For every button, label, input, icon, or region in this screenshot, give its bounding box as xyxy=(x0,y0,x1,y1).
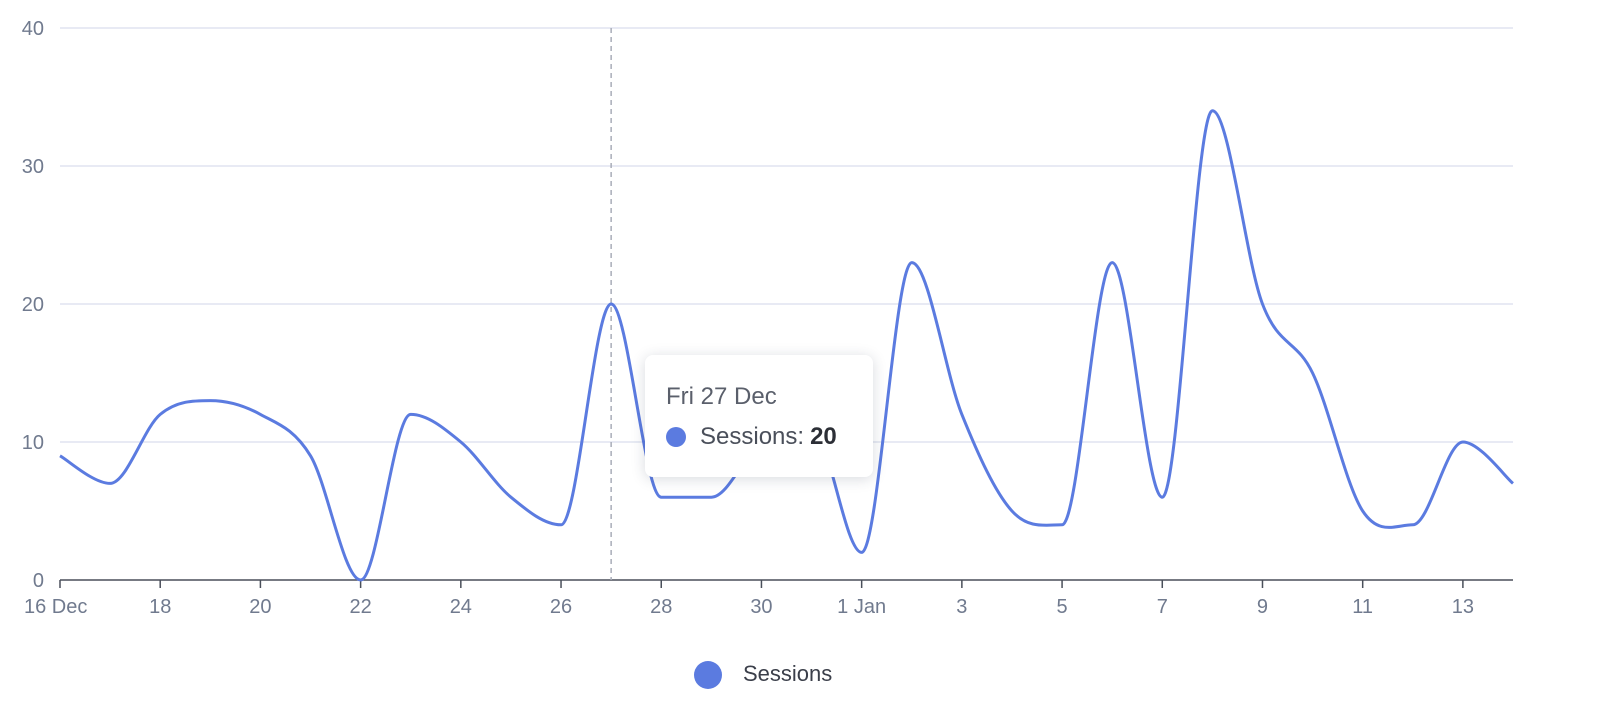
chart-tooltip: Fri 27 Dec Sessions: 20 xyxy=(645,355,873,477)
data-point-17[interactable] xyxy=(909,260,915,266)
data-point-2[interactable] xyxy=(157,411,163,417)
data-point-5[interactable] xyxy=(308,453,314,459)
x-tick-label-26: 11 xyxy=(1352,596,1373,618)
x-tick-label-6: 22 xyxy=(349,596,371,618)
data-point-8[interactable] xyxy=(458,439,464,445)
data-point-24[interactable] xyxy=(1259,301,1265,307)
data-point-11[interactable] xyxy=(608,301,614,307)
x-tick-label-4: 20 xyxy=(249,596,271,618)
tooltip-date: Fri 27 Dec xyxy=(666,383,777,410)
data-point-9[interactable] xyxy=(508,494,514,500)
x-tick-label-28: 13 xyxy=(1452,596,1474,618)
data-point-10[interactable] xyxy=(558,522,564,528)
y-tick-label-0: 0 xyxy=(33,570,44,592)
data-point-25[interactable] xyxy=(1310,370,1316,376)
y-tick-label-30: 30 xyxy=(22,156,44,178)
x-tick-label-10: 26 xyxy=(550,596,572,618)
data-point-12[interactable] xyxy=(658,494,664,500)
x-tick-label-12: 28 xyxy=(650,596,672,618)
x-tick-label-14: 30 xyxy=(750,596,772,618)
data-point-22[interactable] xyxy=(1159,494,1165,500)
y-tick-label-40: 40 xyxy=(22,18,44,40)
data-point-29[interactable] xyxy=(1510,480,1516,486)
x-tick-label-22: 7 xyxy=(1157,596,1168,618)
data-point-27[interactable] xyxy=(1410,522,1416,528)
y-tick-label-20: 20 xyxy=(22,294,44,316)
data-point-28[interactable] xyxy=(1460,439,1466,445)
legend[interactable]: Sessions xyxy=(694,661,832,689)
data-point-16[interactable] xyxy=(859,549,865,555)
x-tick-label-20: 5 xyxy=(1057,596,1068,618)
y-tick-label-10: 10 xyxy=(22,432,44,454)
data-point-6[interactable] xyxy=(358,577,364,583)
x-tick-label-18: 3 xyxy=(956,596,967,618)
tooltip-row: Sessions: 20 xyxy=(666,421,873,453)
data-point-4[interactable] xyxy=(257,411,263,417)
data-point-13[interactable] xyxy=(708,494,714,500)
x-axis: 16 Dec 18 20 22 24 26 28 30 1 Jan 3 5 7 9 11 13 xyxy=(24,579,1513,618)
x-tick-label-2: 18 xyxy=(149,596,171,618)
data-point-1[interactable] xyxy=(107,480,113,486)
data-points xyxy=(57,108,1516,583)
data-point-3[interactable] xyxy=(207,398,213,404)
tooltip-value: 20 xyxy=(810,423,837,450)
data-point-20[interactable] xyxy=(1059,522,1065,528)
legend-label-sessions[interactable]: Sessions xyxy=(743,661,832,686)
x-tick-label-0: 16 Dec xyxy=(24,596,87,618)
x-tick-label-8: 24 xyxy=(450,596,472,618)
data-point-7[interactable] xyxy=(408,411,414,417)
tooltip-series-marker xyxy=(666,427,686,447)
data-point-19[interactable] xyxy=(1009,508,1015,514)
legend-marker-sessions[interactable] xyxy=(694,661,722,689)
data-point-0[interactable] xyxy=(57,453,63,459)
data-point-18[interactable] xyxy=(959,411,965,417)
data-point-26[interactable] xyxy=(1360,508,1366,514)
data-point-23[interactable] xyxy=(1209,108,1215,114)
x-tick-label-24: 9 xyxy=(1257,596,1268,618)
tooltip-series-label: Sessions: xyxy=(700,423,805,450)
data-point-21[interactable] xyxy=(1109,260,1115,266)
x-tick-label-16: 1 Jan xyxy=(837,596,886,618)
series-line-sessions[interactable] xyxy=(59,109,1515,582)
y-axis-labels: 0 10 20 30 40 xyxy=(22,18,44,592)
